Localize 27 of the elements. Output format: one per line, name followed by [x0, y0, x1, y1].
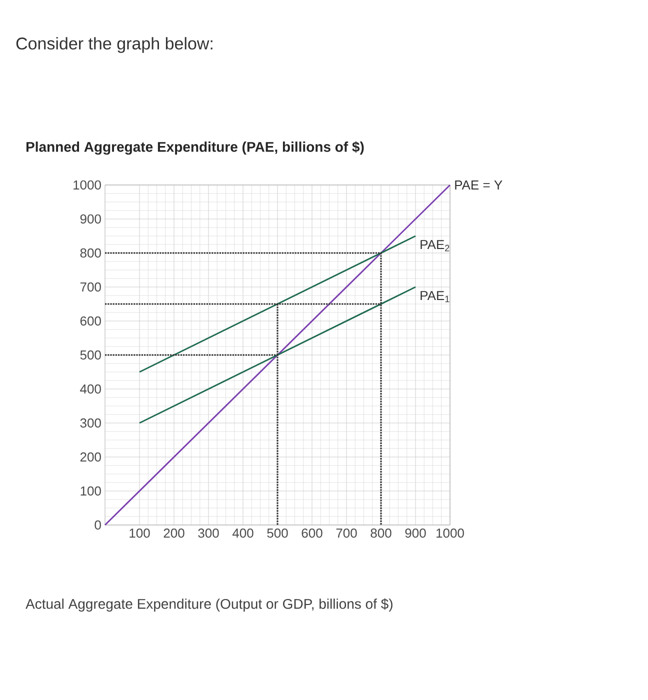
- y-tick-label: 900: [80, 214, 101, 224]
- y-tick-label: 0: [94, 520, 101, 530]
- chart-title: Consider the graph below:: [16, 37, 212, 53]
- series-label: PAE = Y: [455, 180, 502, 190]
- x-tick-label: 200: [164, 528, 184, 538]
- y-tick-label: 1000: [74, 180, 101, 190]
- y-tick-label: 600: [80, 316, 101, 326]
- x-axis-title: Actual Aggregate Expenditure (Output or GDP, billions of $): [26, 598, 392, 612]
- series-label: PAE$_{1}$: [420, 291, 450, 302]
- x-tick-label: 600: [302, 528, 322, 538]
- y-tick-label: 800: [80, 248, 101, 258]
- x-tick-label: 1000: [436, 528, 464, 538]
- y-tick-label: 200: [80, 452, 101, 462]
- x-tick-label: 300: [198, 528, 219, 538]
- y-tick-label: 400: [80, 384, 101, 394]
- x-tick-label: 500: [267, 528, 288, 538]
- y-tick-label: 300: [80, 418, 101, 428]
- x-tick-label: 400: [232, 528, 254, 538]
- y-tick-label: 500: [80, 350, 101, 360]
- x-tick-label: 800: [370, 528, 392, 538]
- series-label: PAE$_{2}$: [420, 240, 450, 252]
- x-tick-label: 100: [130, 528, 150, 538]
- x-tick-label: 700: [336, 528, 357, 538]
- y-axis-title: Planned Aggregate Expenditure (PAE, billions of $): [26, 141, 364, 155]
- y-tick-label: 100: [80, 486, 101, 496]
- x-tick-label: 900: [405, 528, 426, 538]
- y-tick-label: 700: [80, 282, 101, 292]
